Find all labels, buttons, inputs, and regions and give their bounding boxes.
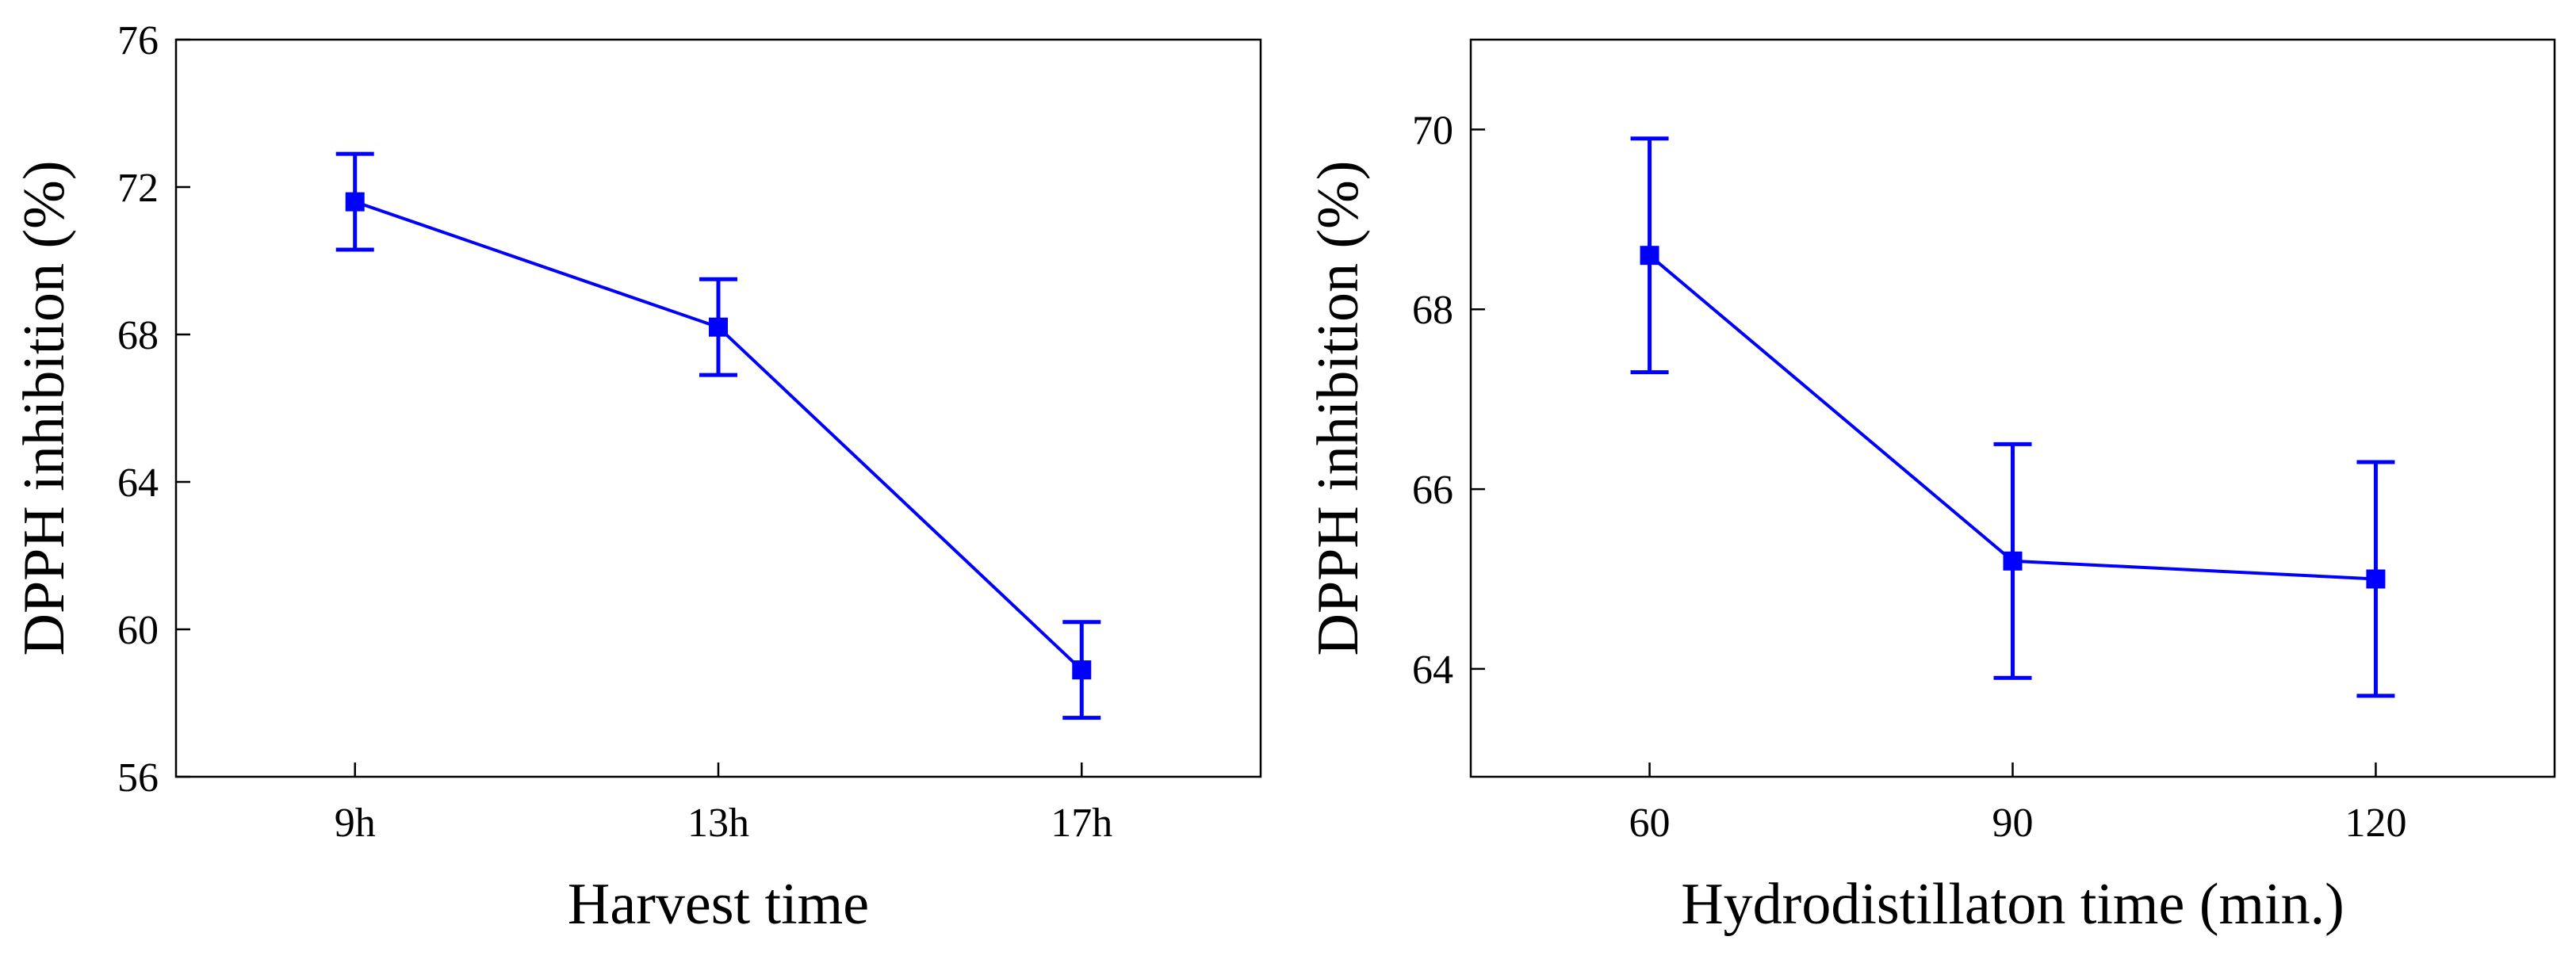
data-point-marker [1640,246,1659,266]
y-tick-label: 70 [1412,108,1453,153]
data-point-marker [345,192,365,212]
x-tick-label: 90 [1992,801,2034,846]
y-tick-label: 64 [117,461,159,506]
series-line [354,200,1083,671]
plot-frame [174,38,1262,778]
x-axis-title: Harvest time [568,872,869,937]
y-tick-label: 64 [1412,648,1453,693]
y-axis-title: DPPH inhibition (%) [12,161,77,656]
data-point-marker [2366,569,2386,589]
y-tick-label: 72 [117,166,159,211]
data-point-marker [709,317,728,337]
y-tick-label: 66 [1412,468,1453,513]
chart-panel-harvest-time: 56 60 64 68 72 76 9h 13h 17h Harvest time DPPH inh… [12,18,1262,937]
y-tick-label: 56 [117,755,159,801]
x-tick-label: 120 [2344,801,2406,846]
y-tick-label: 68 [117,313,159,358]
data-point-marker [1072,660,1092,680]
x-tick-label: 17h [1051,801,1112,846]
y-tick-label: 60 [117,608,159,653]
y-tick-label: 68 [1412,288,1453,333]
x-tick-label: 9h [335,801,376,846]
data-point-marker [2003,551,2023,571]
x-axis-title: Hydrodistillaton time (min.) [1681,872,2344,937]
y-tick-label: 76 [117,18,159,63]
y-axis-title: DPPH inhibition (%) [1306,161,1371,656]
x-tick-label: 60 [1629,801,1671,846]
x-tick-label: 13h [687,801,749,846]
